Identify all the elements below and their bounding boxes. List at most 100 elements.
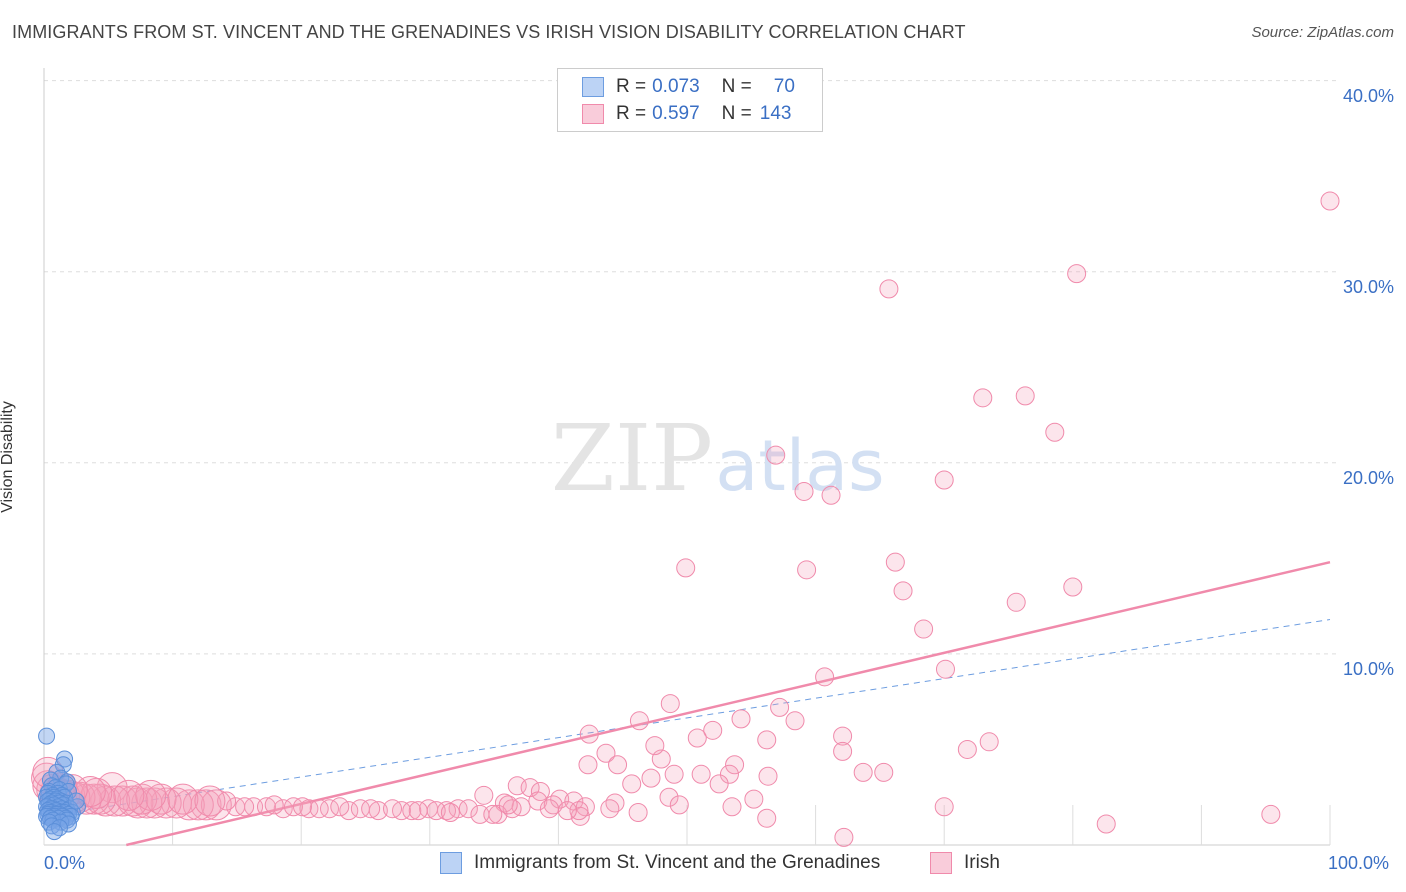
legend-item-immigrants: Immigrants from St. Vincent and the Gren… — [440, 852, 880, 874]
series-legend: Immigrants from St. Vincent and the Gren… — [0, 852, 1406, 878]
n-value: 143 — [759, 103, 792, 124]
irish-point — [126, 783, 158, 815]
irish-point — [458, 799, 478, 819]
irish-point — [408, 801, 428, 821]
irish-point — [1045, 422, 1065, 442]
watermark-atlas: atlas — [715, 425, 884, 507]
irish-point — [117, 785, 149, 817]
irish-point — [770, 697, 790, 717]
irish-point — [794, 481, 814, 501]
n-value: 70 — [773, 76, 795, 97]
irish-point — [361, 799, 381, 819]
legend-swatch-immigrants — [582, 77, 604, 97]
legend-row-immigrants: R = 0.073 N = 70 — [582, 75, 795, 99]
irish-point — [979, 732, 999, 752]
irish-point — [821, 485, 841, 505]
irish-point — [744, 789, 764, 809]
n-label: N = — [721, 76, 752, 97]
irish-point — [935, 659, 955, 679]
legend-swatch-irish — [582, 104, 604, 124]
irish-point — [543, 795, 563, 815]
irish-point — [1063, 577, 1083, 597]
irish-point — [1006, 592, 1026, 612]
watermark-zip: ZIP — [551, 405, 713, 512]
irish-point — [330, 797, 350, 817]
x-tick-label-min: 0.0% — [44, 853, 86, 873]
irish-point — [758, 766, 778, 786]
irish-point — [539, 799, 559, 819]
y-tick-label: 20.0% — [1342, 467, 1394, 488]
irish-point — [703, 720, 723, 740]
irish-point — [474, 785, 494, 805]
irish-point — [200, 789, 232, 821]
legend-swatch — [930, 852, 952, 874]
irish-point — [350, 799, 370, 819]
chart-title: IMMIGRANTS FROM ST. VINCENT AND THE GREN… — [12, 22, 966, 42]
irish-point — [440, 803, 460, 823]
irish-point — [834, 827, 854, 847]
irish-point — [569, 801, 589, 821]
y-tick-label: 40.0% — [1342, 85, 1394, 106]
irish-point — [833, 726, 853, 746]
irish-point — [194, 785, 226, 817]
r-value: 0.597 — [652, 103, 700, 124]
irish-point — [725, 755, 745, 775]
irish-point — [256, 797, 276, 817]
irish-point — [722, 797, 742, 817]
irish-point — [1067, 264, 1087, 284]
immigrants-point — [45, 823, 63, 841]
irish-point — [914, 619, 934, 639]
legend-swatch — [440, 852, 462, 874]
irish-point — [502, 799, 522, 819]
irish-point — [1096, 814, 1116, 834]
immigrants-point — [56, 750, 74, 768]
irish-point — [719, 764, 739, 784]
irish-point — [957, 739, 977, 759]
irish-point — [885, 552, 905, 572]
irish-point — [578, 755, 598, 775]
trend-lines — [43, 560, 1331, 847]
irish-point — [664, 764, 684, 784]
irish-point — [853, 762, 873, 782]
irish-point — [731, 709, 751, 729]
irish-point — [135, 779, 167, 811]
trend-line-0 — [43, 619, 1331, 817]
irish-point — [687, 728, 707, 748]
irish-point — [217, 791, 237, 811]
legend-row-irish: R = 0.597 N = 143 — [582, 102, 791, 126]
irish-point — [934, 470, 954, 490]
irish-point — [934, 797, 954, 817]
irish-point — [483, 804, 503, 824]
irish-point — [757, 808, 777, 828]
data-points — [31, 191, 1340, 847]
irish-point — [528, 791, 548, 811]
irish-point — [292, 797, 312, 817]
irish-point — [660, 694, 680, 714]
irish-point — [579, 724, 599, 744]
legend-label: Immigrants from St. Vincent and the Gren… — [474, 852, 881, 873]
irish-point — [596, 743, 616, 763]
irish-point — [641, 768, 661, 788]
correlation-legend: R = 0.073 N = 70 R = 0.597 N = 143 — [557, 68, 823, 132]
irish-point — [785, 711, 805, 731]
legend-item-irish: Irish — [930, 852, 1000, 874]
immigrants-point — [67, 792, 85, 810]
r-value: 0.073 — [652, 76, 700, 97]
irish-point — [815, 667, 835, 687]
irish-point — [629, 711, 649, 731]
r-label: R = — [616, 103, 647, 124]
grid-lines — [44, 80, 1340, 655]
irish-point — [676, 558, 696, 578]
irish-point — [498, 795, 518, 815]
irish-point — [608, 755, 628, 775]
irish-point — [605, 793, 625, 813]
irish-point — [757, 730, 777, 750]
irish-point — [1320, 191, 1340, 211]
irish-point — [709, 774, 729, 794]
irish-point — [797, 560, 817, 580]
irish-point — [622, 774, 642, 794]
irish-point — [557, 801, 577, 821]
irish-point — [659, 787, 679, 807]
irish-point — [874, 762, 894, 782]
